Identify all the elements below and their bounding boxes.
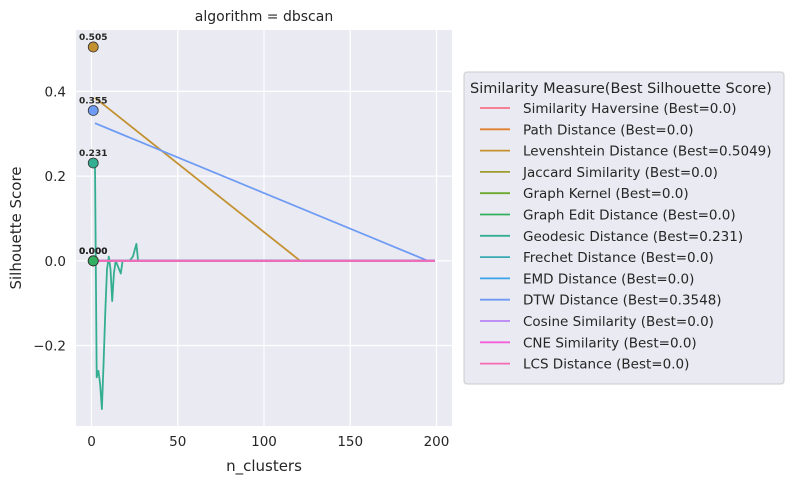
legend-entry-label: Jaccard Similarity (Best=0.0) — [522, 165, 718, 181]
best-point-label: 0.231 — [79, 149, 107, 159]
best-point-marker — [87, 157, 99, 169]
legend-entry-label: Graph Edit Distance (Best=0.0) — [523, 208, 736, 224]
legend-entry-label: Graph Kernel (Best=0.0) — [523, 186, 689, 202]
best-point-label: 0.000 — [79, 247, 107, 257]
x-tick-label: 150 — [337, 434, 363, 450]
legend-entry-label: Frechet Distance (Best=0.0) — [523, 250, 714, 266]
legend-entry-label: Similarity Haversine (Best=0.0) — [523, 101, 737, 117]
legend-box — [463, 71, 785, 385]
x-axis-ticks: 0 50 100 150 200 — [87, 434, 449, 450]
x-tick-label: 0 — [87, 434, 96, 450]
best-point-label: 0.355 — [79, 96, 107, 106]
best-point-marker — [87, 41, 99, 53]
best-point-label: 0.000 — [79, 247, 107, 257]
legend-entry-label: EMD Distance (Best=0.0) — [523, 271, 694, 287]
y-axis-ticks: −0.2 0.0 0.2 0.4 — [33, 84, 66, 354]
series-line — [94, 97, 301, 262]
best-point-label: 0.505 — [79, 33, 107, 43]
legend-entry-label: Levenshtein Distance (Best=0.5049) — [523, 144, 772, 160]
y-axis-label: Silhouette Score — [7, 166, 25, 289]
series-layer — [94, 97, 435, 411]
best-point-label: 0.000 — [79, 247, 107, 257]
legend-items: Similarity Haversine (Best=0.0) Path Dist… — [480, 101, 772, 373]
legend-entry-label: LCS Distance (Best=0.0) — [523, 357, 689, 373]
x-tick-label: 100 — [251, 434, 277, 450]
chart-title: algorithm = dbscan — [195, 9, 333, 25]
y-tick-label: 0.2 — [45, 169, 66, 185]
legend-entry-label: Path Distance (Best=0.0) — [523, 122, 693, 138]
best-point-marker — [87, 105, 99, 116]
y-tick-label: −0.2 — [33, 339, 66, 355]
x-tick-label: 200 — [424, 434, 450, 450]
legend-entry-label: Cosine Similarity (Best=0.0) — [523, 314, 714, 330]
legend: Similarity Measure(Best Silhouette Score… — [463, 71, 785, 385]
y-tick-label: 0.4 — [45, 84, 66, 100]
legend-entry-label: CNE Similarity (Best=0.0) — [523, 335, 697, 351]
legend-entry-label: Geodesic Distance (Best=0.231) — [523, 229, 743, 245]
legend-title: Similarity Measure(Best Silhouette Score… — [470, 81, 772, 97]
y-tick-label: 0.0 — [45, 254, 66, 270]
legend-entry-label: DTW Distance (Best=0.3548) — [523, 293, 722, 309]
x-tick-label: 50 — [169, 434, 186, 450]
x-axis-label: n_clusters — [226, 457, 302, 476]
best-point-marker — [87, 255, 99, 267]
